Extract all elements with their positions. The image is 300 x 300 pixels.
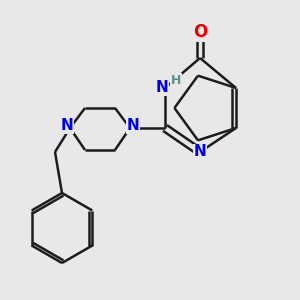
Text: N: N: [194, 145, 206, 160]
Text: N: N: [61, 118, 74, 134]
Text: N: N: [156, 80, 168, 95]
Text: O: O: [193, 23, 207, 41]
Text: H: H: [171, 74, 181, 86]
Text: N: N: [127, 118, 140, 134]
